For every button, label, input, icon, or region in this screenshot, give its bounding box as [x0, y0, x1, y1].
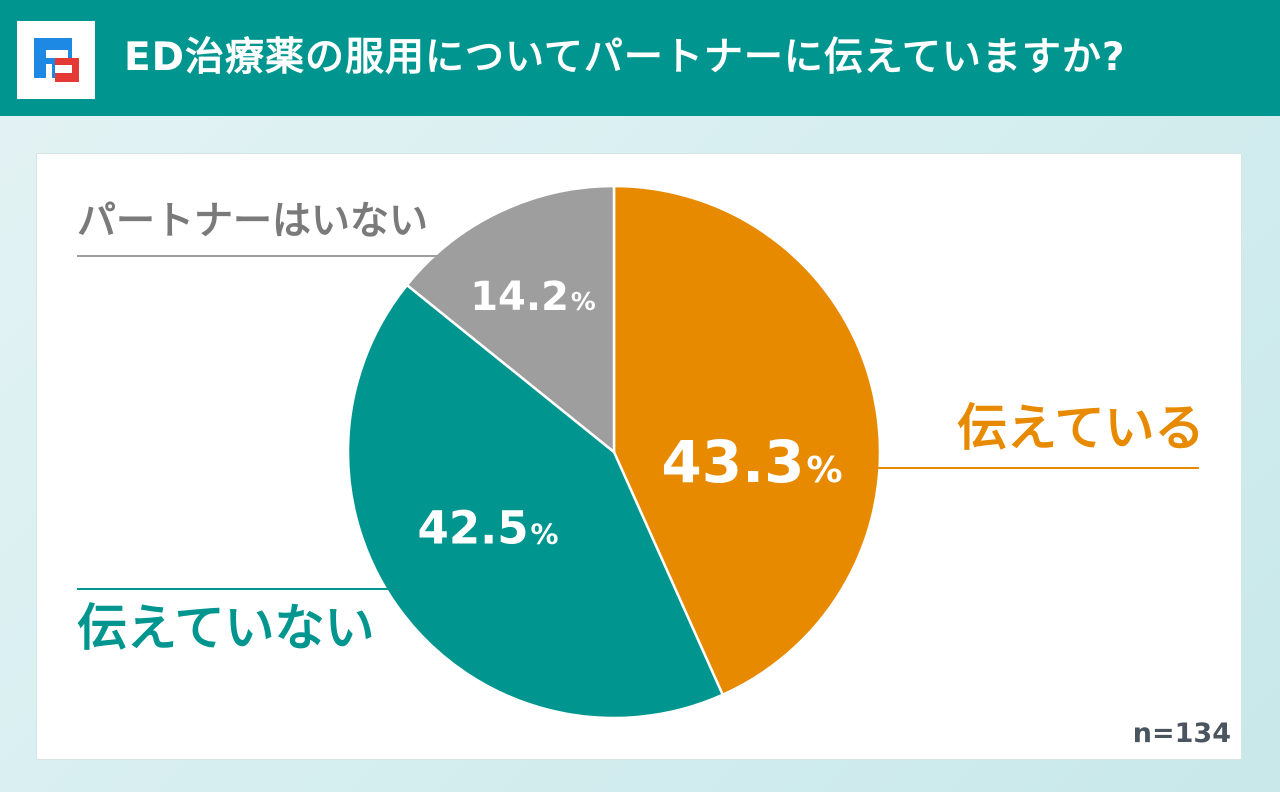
slice-value-not-told: 42.5% — [418, 506, 559, 551]
leader-line-partner-none — [77, 255, 437, 257]
header-bar: ED治療薬の服用についてパートナーに伝えていますか? — [0, 0, 1280, 116]
page-title: ED治療薬の服用についてパートナーに伝えていますか? — [124, 0, 1126, 116]
slice-value-told: 43.3% — [661, 433, 842, 491]
slice-label-not-told: 伝えていない — [77, 603, 375, 653]
chart-panel: パートナーはいない 伝えていない 伝えている 43.3% 42.5% 14.2%… — [36, 153, 1242, 760]
brand-logo — [17, 21, 95, 99]
slice-value-partner-none: 14.2% — [470, 277, 596, 317]
leader-line-not-told — [77, 588, 397, 590]
leader-line-told — [877, 467, 1199, 469]
sample-size: n=134 — [1133, 718, 1231, 749]
pie-chart — [37, 154, 1243, 761]
slice-label-told: 伝えている — [957, 403, 1205, 453]
slice-label-partner-none: パートナーはいない — [77, 202, 428, 241]
